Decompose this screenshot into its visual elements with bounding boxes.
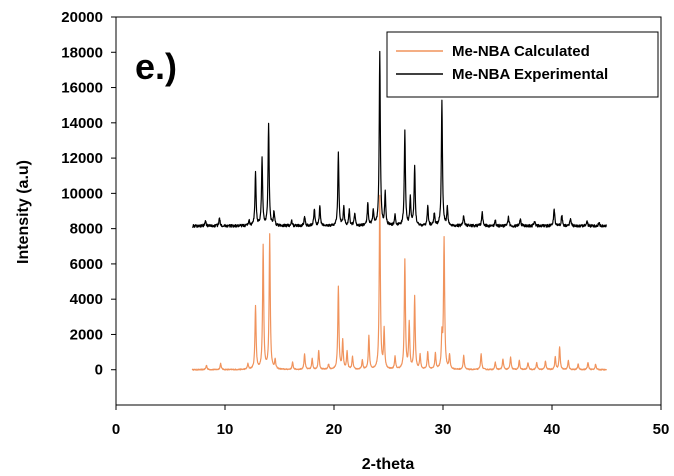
y-tick-label: 2000 [70, 326, 103, 343]
y-tick-label: 18000 [61, 44, 103, 61]
y-tick-label: 6000 [70, 256, 103, 273]
x-tick-label: 10 [217, 421, 234, 438]
y-tick-label: 4000 [70, 291, 103, 308]
y-tick-label: 12000 [61, 150, 103, 167]
y-tick-label: 20000 [61, 9, 103, 26]
y-tick-label: 0 [95, 362, 103, 379]
plot-frame [115, 16, 662, 406]
legend-label-experimental: Me-NBA Experimental [452, 66, 608, 83]
x-tick-label: 40 [544, 421, 561, 438]
y-tick-label: 14000 [61, 115, 103, 132]
y-tick-label: 16000 [61, 80, 103, 97]
legend-box [386, 31, 659, 98]
y-tick-label: 10000 [61, 185, 103, 202]
series-line-calculated [191, 194, 607, 371]
legend-label-calculated: Me-NBA Calculated [452, 43, 590, 60]
legend: Me-NBA Calculated Me-NBA Experimental [386, 31, 659, 98]
y-tick-label: 8000 [70, 221, 103, 238]
x-tick-label: 50 [653, 421, 670, 438]
y-axis-ticks: 0 2000 4000 6000 8000 10000 12000 14000 16000 180… [61, 9, 116, 379]
x-tick-label: 30 [435, 421, 452, 438]
x-axis-ticks: 0 10 20 30 40 50 [112, 405, 670, 438]
series-layer [191, 50, 607, 371]
series-line-experimental [191, 50, 607, 228]
y-axis-title: Intensity (a.u) [15, 160, 32, 264]
x-tick-label: 0 [112, 421, 120, 438]
x-axis-title: 2-theta [362, 456, 415, 473]
x-tick-label: 20 [326, 421, 343, 438]
panel-label: e.) [135, 46, 177, 87]
